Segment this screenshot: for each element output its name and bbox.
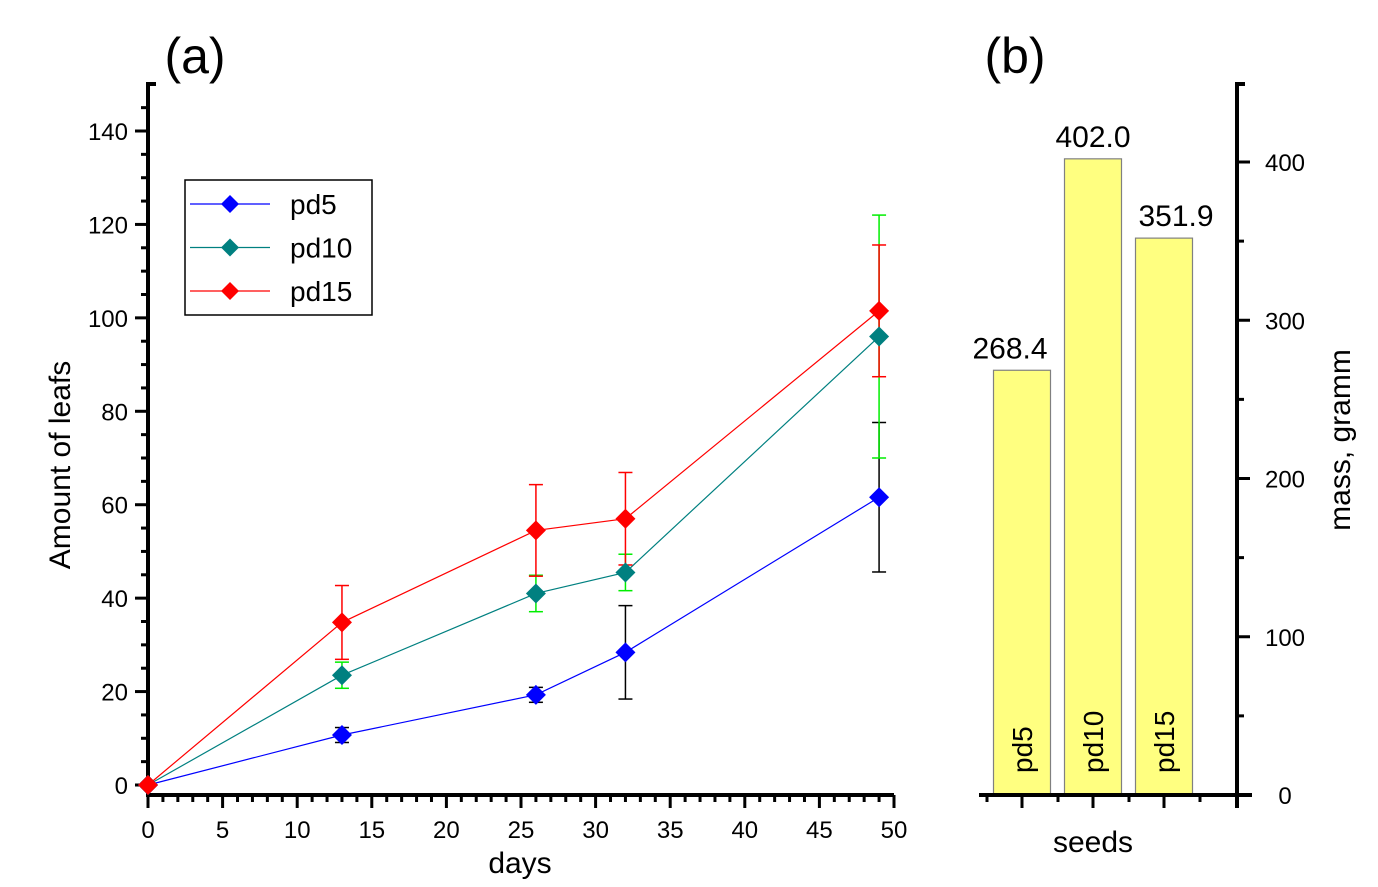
bar-value-label: 351.9 [1138, 200, 1213, 233]
y-axis-title: Amount of leafs [44, 361, 77, 569]
data-point-pd5 [525, 684, 546, 705]
panel-b-axes: 0 100 200 300 400 [979, 82, 1305, 810]
panel-a-series [138, 214, 890, 795]
legend-marker-pd5 [221, 195, 239, 213]
data-point-pd10 [615, 562, 636, 583]
y-tick-label: 20 [101, 680, 128, 707]
panel-a-label: (a) [164, 28, 225, 84]
legend-marker-pd10 [221, 238, 239, 257]
panel-b-bar-chart: (b) 268.4 pd5 402.0 pd10 351.9 pd15 0 100 200 30… [972, 28, 1357, 859]
x-tick-label: 50 [881, 817, 908, 844]
data-point-pd15 [138, 775, 158, 795]
panel-b-bars: 268.4 pd5 402.0 pd10 351.9 pd15 [972, 121, 1214, 796]
y-tick-label: 80 [101, 399, 128, 426]
y-tick-label: 300 [1265, 308, 1305, 335]
y-tick-label: 400 [1265, 150, 1305, 177]
data-point-pd15 [525, 520, 546, 541]
x-tick-label: 25 [508, 817, 535, 844]
data-point-pd15 [615, 508, 636, 529]
x-tick-label: 35 [657, 817, 684, 844]
x-axis-title: days [488, 847, 551, 880]
legend-marker-pd15 [221, 282, 239, 300]
bar-pd15 [1134, 237, 1194, 796]
legend: pd5 pd10 pd15 [184, 179, 373, 316]
panel-b-label: (b) [984, 28, 1045, 84]
data-point-pd15 [869, 300, 890, 321]
bar-pd5 [992, 369, 1052, 796]
bar-pd10 [1063, 158, 1123, 796]
y-tick-label: 100 [1265, 625, 1305, 652]
x-tick-label: 15 [358, 817, 385, 844]
y-tick-label: 0 [1278, 783, 1291, 810]
bar-category-label: pd5 [1007, 726, 1038, 773]
bar-value-label: 268.4 [972, 332, 1047, 365]
y-tick-label: 0 [115, 773, 128, 800]
bar-value-label: 402.0 [1055, 121, 1130, 154]
panel-a-line-chart: (a) 0 5 10 15 20 25 30 35 40 45 50 0 20 40 60 80 100 120 1… [44, 28, 907, 880]
data-point-pd10 [869, 326, 890, 347]
y-tick-label: 60 [101, 493, 128, 520]
data-point-pd10 [525, 583, 546, 604]
y-tick-label: 120 [88, 212, 128, 239]
legend-label-pd10: pd10 [290, 233, 352, 264]
panel-a-axes: 0 5 10 15 20 25 30 35 40 45 50 0 20 40 60 80 100 120 140 [88, 82, 908, 844]
legend-label-pd5: pd5 [290, 189, 337, 220]
y-tick-label: 100 [88, 306, 128, 333]
x-tick-label: 5 [216, 817, 229, 844]
y-axis-title-mass: mass, gramm [1324, 349, 1357, 531]
series-line-pd15 [147, 310, 880, 786]
x-axis-title-seeds: seeds [1053, 826, 1133, 859]
y-tick-label: 140 [88, 119, 128, 146]
x-tick-label: 0 [141, 817, 154, 844]
x-tick-label: 10 [284, 817, 311, 844]
x-tick-label: 20 [433, 817, 460, 844]
y-tick-label: 200 [1265, 467, 1305, 494]
y-tick-label: 40 [101, 586, 128, 613]
legend-label-pd15: pd15 [290, 276, 352, 307]
x-tick-label: 45 [806, 817, 833, 844]
bar-category-label: pd15 [1149, 711, 1180, 773]
bar-category-label: pd10 [1078, 711, 1109, 773]
series-line-pd10 [147, 336, 880, 786]
data-point-pd5 [615, 642, 636, 663]
data-point-pd10 [331, 665, 352, 686]
data-point-pd5 [331, 725, 352, 746]
data-point-pd15 [331, 612, 352, 633]
data-point-pd5 [869, 487, 890, 508]
x-tick-label: 40 [731, 817, 758, 844]
x-tick-label: 30 [582, 817, 609, 844]
